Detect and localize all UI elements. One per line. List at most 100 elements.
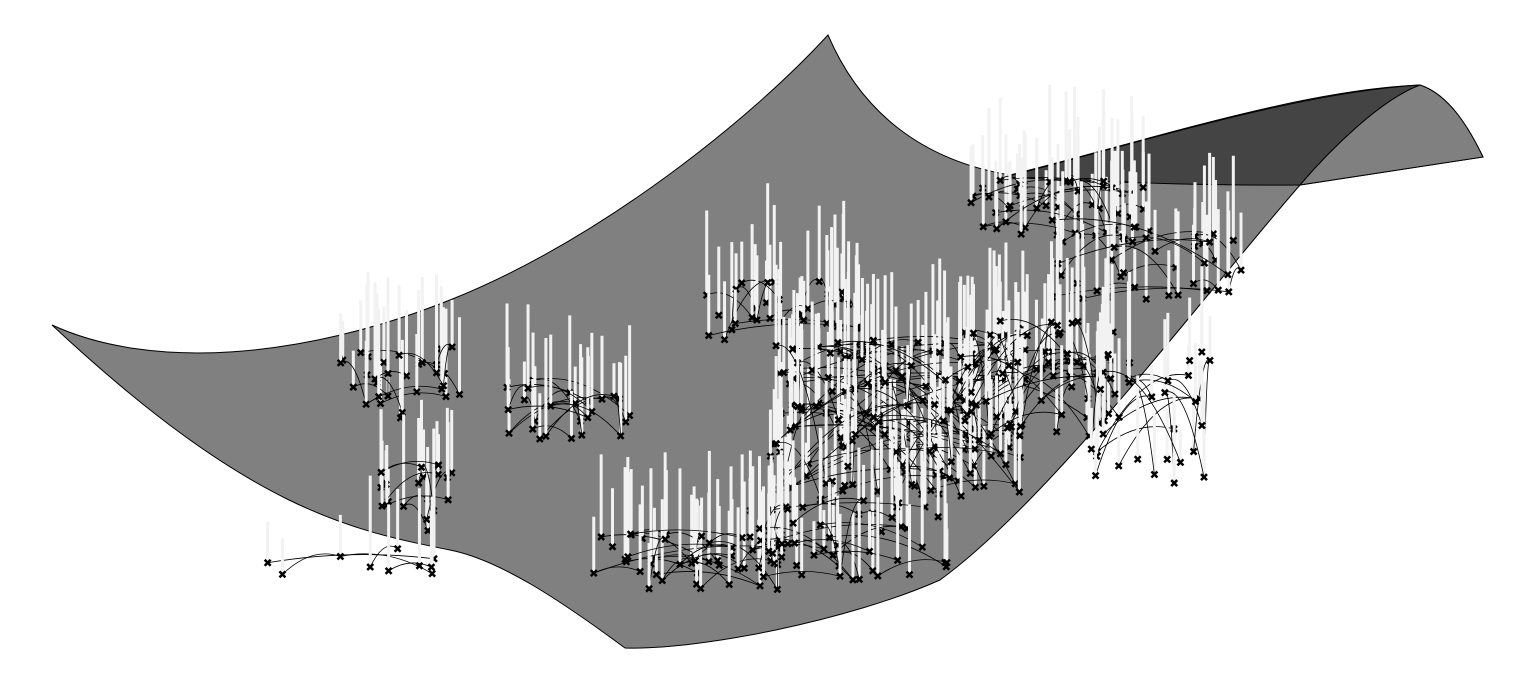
marker: [967, 388, 976, 397]
marker: [422, 515, 431, 524]
marker: [945, 474, 954, 482]
trail: [1114, 245, 1179, 296]
marker: [971, 483, 980, 492]
marker: [992, 345, 1001, 354]
marker: [956, 353, 965, 361]
marker: [661, 535, 670, 544]
marker: [713, 556, 722, 565]
marker: [734, 565, 743, 573]
marker: [1125, 378, 1134, 387]
marker: [1214, 286, 1223, 295]
surface-curl: [1298, 84, 1484, 186]
trail: [1154, 238, 1210, 252]
trail: [902, 409, 964, 466]
marker: [969, 329, 978, 338]
trail: [398, 352, 444, 386]
marker: [402, 372, 411, 380]
marker: [1163, 376, 1172, 385]
marker: [828, 387, 837, 396]
marker: [777, 553, 786, 562]
marker: [1185, 356, 1194, 365]
trail: [1097, 374, 1189, 452]
trail: [793, 343, 995, 379]
marker: [966, 469, 975, 478]
marker: [755, 524, 764, 533]
trail: [550, 403, 621, 437]
trail: [775, 441, 822, 500]
marker: [541, 432, 550, 441]
marker: [1099, 177, 1108, 186]
trail: [1128, 377, 1155, 475]
marker: [645, 584, 653, 593]
marker: [881, 378, 890, 387]
marker: [746, 533, 754, 541]
marker: [263, 558, 272, 567]
marker: [766, 314, 774, 323]
trail: [532, 425, 572, 439]
trail: [1082, 287, 1229, 299]
marker: [892, 366, 900, 375]
trail: [267, 554, 435, 564]
marker: [772, 439, 781, 448]
marker: [961, 416, 969, 425]
marker: [788, 345, 797, 353]
trail: [1081, 233, 1122, 277]
trail: [771, 502, 925, 511]
trail: [724, 280, 775, 340]
marker: [770, 559, 779, 568]
marker: [790, 539, 799, 548]
trail: [679, 544, 733, 565]
marker: [925, 447, 934, 456]
marker: [374, 392, 383, 401]
marker: [725, 580, 734, 589]
marker: [676, 560, 684, 569]
marker: [987, 452, 996, 460]
marker: [792, 561, 801, 570]
marker: [1074, 317, 1082, 326]
marker: [963, 363, 972, 371]
trail: [365, 385, 442, 405]
trail: [1057, 239, 1210, 265]
trail: [813, 550, 898, 561]
marker: [907, 361, 916, 370]
trail: [960, 355, 1062, 415]
marker: [844, 462, 852, 471]
trail: [959, 349, 995, 398]
trail: [966, 324, 1058, 415]
marker: [888, 513, 896, 522]
trail: [706, 292, 753, 318]
marker: [1151, 247, 1159, 256]
marker: [349, 383, 358, 392]
marker: [941, 376, 950, 384]
trail: [661, 553, 732, 581]
trail: [532, 378, 581, 422]
marker: [939, 416, 948, 425]
trail: [793, 377, 935, 448]
marker: [773, 585, 782, 594]
trail: [386, 495, 449, 506]
trail: [545, 394, 615, 437]
marker: [979, 482, 988, 491]
marker: [1200, 473, 1208, 482]
marker: [1163, 455, 1172, 464]
marker: [528, 425, 537, 434]
marker: [278, 570, 287, 579]
marker: [432, 368, 441, 377]
trail: [779, 371, 867, 414]
marker: [626, 530, 635, 538]
marker: [1174, 291, 1183, 299]
trail: [282, 553, 341, 575]
trail: [1052, 218, 1229, 275]
trail: [1070, 359, 1105, 421]
marker: [992, 412, 1001, 421]
marker: [982, 397, 991, 406]
marker: [412, 388, 421, 396]
trail: [763, 570, 841, 578]
marker: [1065, 177, 1074, 186]
marker: [756, 581, 764, 590]
trail: [792, 497, 864, 524]
trail: [1118, 397, 1200, 467]
marker: [1012, 407, 1020, 416]
trail: [1009, 189, 1132, 207]
